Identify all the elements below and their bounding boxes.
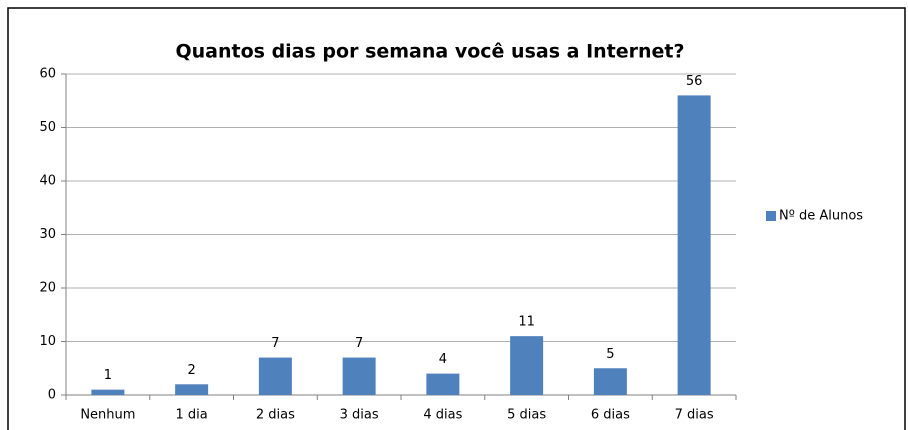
x-tick-label: 1 dia: [176, 408, 208, 423]
x-tick-label: 3 dias: [340, 408, 379, 423]
x-tick-label: 7 dias: [675, 408, 714, 423]
data-label: 56: [686, 74, 703, 89]
data-label: 1: [104, 368, 112, 383]
data-label: 4: [439, 352, 447, 367]
bar: [510, 336, 544, 395]
x-tick-label: 6 dias: [591, 408, 630, 423]
y-tick-label: 10: [39, 334, 56, 349]
y-tick-label: 30: [39, 227, 56, 242]
bar: [342, 357, 376, 395]
y-tick-label: 20: [39, 281, 56, 296]
chart-frame: [7, 7, 906, 430]
data-label: 5: [606, 347, 614, 362]
y-tick-label: 50: [39, 120, 56, 135]
data-label: 7: [355, 336, 363, 351]
x-tick-label: Nenhum: [80, 408, 135, 423]
y-tick-label: 60: [39, 67, 56, 82]
legend-swatch: [766, 211, 776, 221]
chart-title: Quantos dias por semana você usas a Inte…: [175, 41, 684, 63]
data-label: 7: [271, 336, 279, 351]
bar: [426, 373, 460, 395]
y-tick-label: 0: [48, 388, 56, 403]
bar: [677, 95, 711, 396]
bar: [593, 368, 627, 395]
bar: [91, 389, 125, 395]
data-label: 11: [518, 315, 535, 330]
legend-label: Nº de Alunos: [779, 209, 863, 224]
y-tick-label: 40: [39, 174, 56, 189]
x-tick-label: 5 dias: [507, 408, 546, 423]
bar: [258, 357, 292, 395]
x-tick-label: 2 dias: [256, 408, 295, 423]
x-tick-label: 4 dias: [423, 408, 462, 423]
bar: [175, 384, 209, 395]
data-label: 2: [187, 363, 195, 378]
